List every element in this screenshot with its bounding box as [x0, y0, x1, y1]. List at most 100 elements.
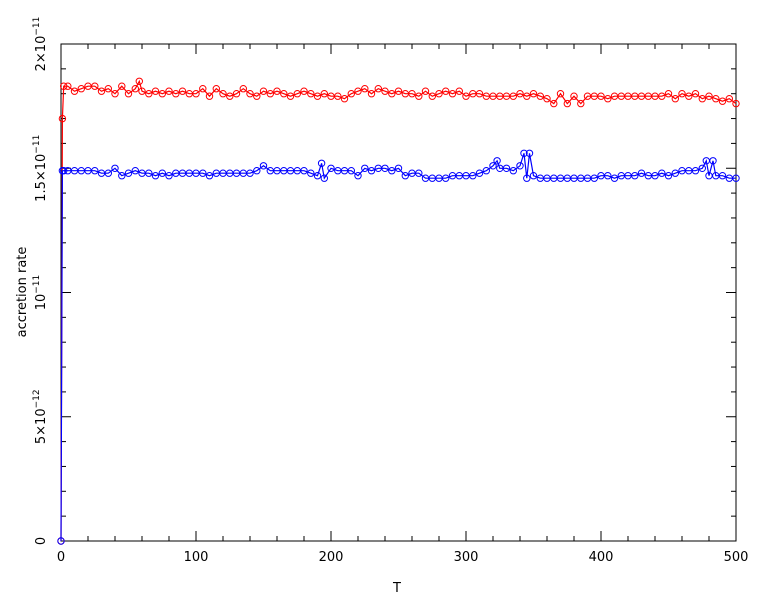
data-point	[118, 172, 126, 180]
data-point	[442, 174, 450, 182]
data-point	[448, 90, 457, 98]
data-point	[520, 149, 528, 158]
data-point	[70, 87, 79, 95]
x-axis-ticks: 0 100 200 300 400 500	[57, 44, 749, 565]
data-point	[300, 87, 308, 95]
data-point	[367, 167, 376, 175]
data-point	[529, 172, 538, 180]
data-point	[709, 157, 717, 165]
data-point	[529, 90, 538, 98]
data-point	[354, 87, 362, 95]
data-point	[77, 85, 86, 93]
data-point	[455, 87, 463, 95]
data-point	[408, 90, 416, 98]
data-point	[111, 164, 119, 173]
data-point	[577, 99, 585, 108]
data-point	[718, 97, 727, 105]
data-point	[111, 90, 119, 98]
data-point	[64, 82, 72, 90]
data-point	[718, 172, 727, 180]
data-point	[421, 87, 430, 95]
data-point	[300, 167, 308, 175]
data-point	[394, 87, 403, 95]
data-point	[334, 92, 342, 100]
data-point	[253, 167, 261, 175]
data-point	[145, 90, 153, 98]
y-tick-exponent: −11	[32, 135, 42, 154]
data-point	[664, 90, 673, 98]
data-point	[320, 174, 328, 182]
data-point	[610, 174, 619, 182]
x-tick-label: 400	[589, 550, 614, 565]
data-point	[489, 162, 497, 170]
plot-frame	[60, 43, 737, 542]
data-point	[691, 90, 700, 98]
data-point	[604, 95, 612, 103]
y-tick-label: 0	[34, 537, 49, 545]
y-tick-label: 2×10−11	[32, 17, 49, 72]
data-point	[725, 95, 733, 103]
data-point	[415, 92, 423, 100]
data-point	[590, 174, 598, 182]
data-point	[658, 92, 666, 100]
data-point	[232, 90, 241, 98]
data-point	[145, 169, 153, 177]
y-tick-mantissa: 1.5×10	[34, 154, 49, 202]
data-point	[293, 90, 301, 98]
x-tick-label: 0	[57, 550, 65, 565]
data-point	[428, 92, 436, 100]
data-point	[172, 90, 180, 98]
data-point	[320, 90, 328, 98]
data-point	[550, 99, 558, 108]
data-point	[219, 90, 227, 98]
data-point	[307, 90, 315, 98]
y-tick-exponent: −12	[32, 389, 42, 408]
y-tick-mantissa: 10	[34, 294, 49, 311]
data-point	[563, 99, 571, 108]
data-point	[525, 149, 534, 158]
data-point	[246, 169, 254, 177]
data-point	[307, 169, 315, 177]
data-point	[401, 172, 409, 180]
data-point	[239, 85, 248, 93]
x-tick-label: 500	[724, 550, 749, 565]
data-point	[691, 167, 700, 175]
data-point	[651, 172, 659, 180]
series-layer	[57, 77, 740, 545]
data-point	[340, 95, 349, 103]
data-point	[266, 90, 274, 98]
data-point	[381, 87, 389, 95]
data-point	[91, 167, 99, 175]
data-point	[493, 157, 501, 165]
data-point	[637, 169, 646, 177]
data-point	[199, 85, 207, 93]
data-point	[199, 169, 207, 177]
data-point	[523, 174, 531, 182]
data-point	[327, 164, 335, 173]
data-point	[317, 159, 326, 168]
data-point	[273, 87, 281, 95]
data-point	[205, 172, 214, 180]
data-point	[671, 95, 679, 103]
data-point	[475, 90, 484, 98]
data-point	[118, 82, 126, 90]
series-0	[57, 77, 740, 545]
x-tick-label: 100	[184, 550, 209, 565]
data-point	[394, 164, 403, 173]
data-point	[104, 85, 113, 93]
data-point	[165, 172, 173, 180]
data-point	[361, 164, 369, 173]
data-point	[246, 90, 254, 98]
data-point	[381, 164, 389, 173]
data-point	[543, 95, 551, 103]
data-point	[354, 172, 362, 180]
data-point	[516, 162, 524, 170]
data-point	[712, 95, 720, 103]
data-point	[536, 92, 544, 100]
data-point	[361, 85, 369, 93]
plot-border	[60, 43, 737, 542]
data-point	[313, 172, 322, 180]
data-point	[604, 172, 612, 180]
data-point	[509, 92, 517, 100]
data-point	[469, 172, 477, 180]
